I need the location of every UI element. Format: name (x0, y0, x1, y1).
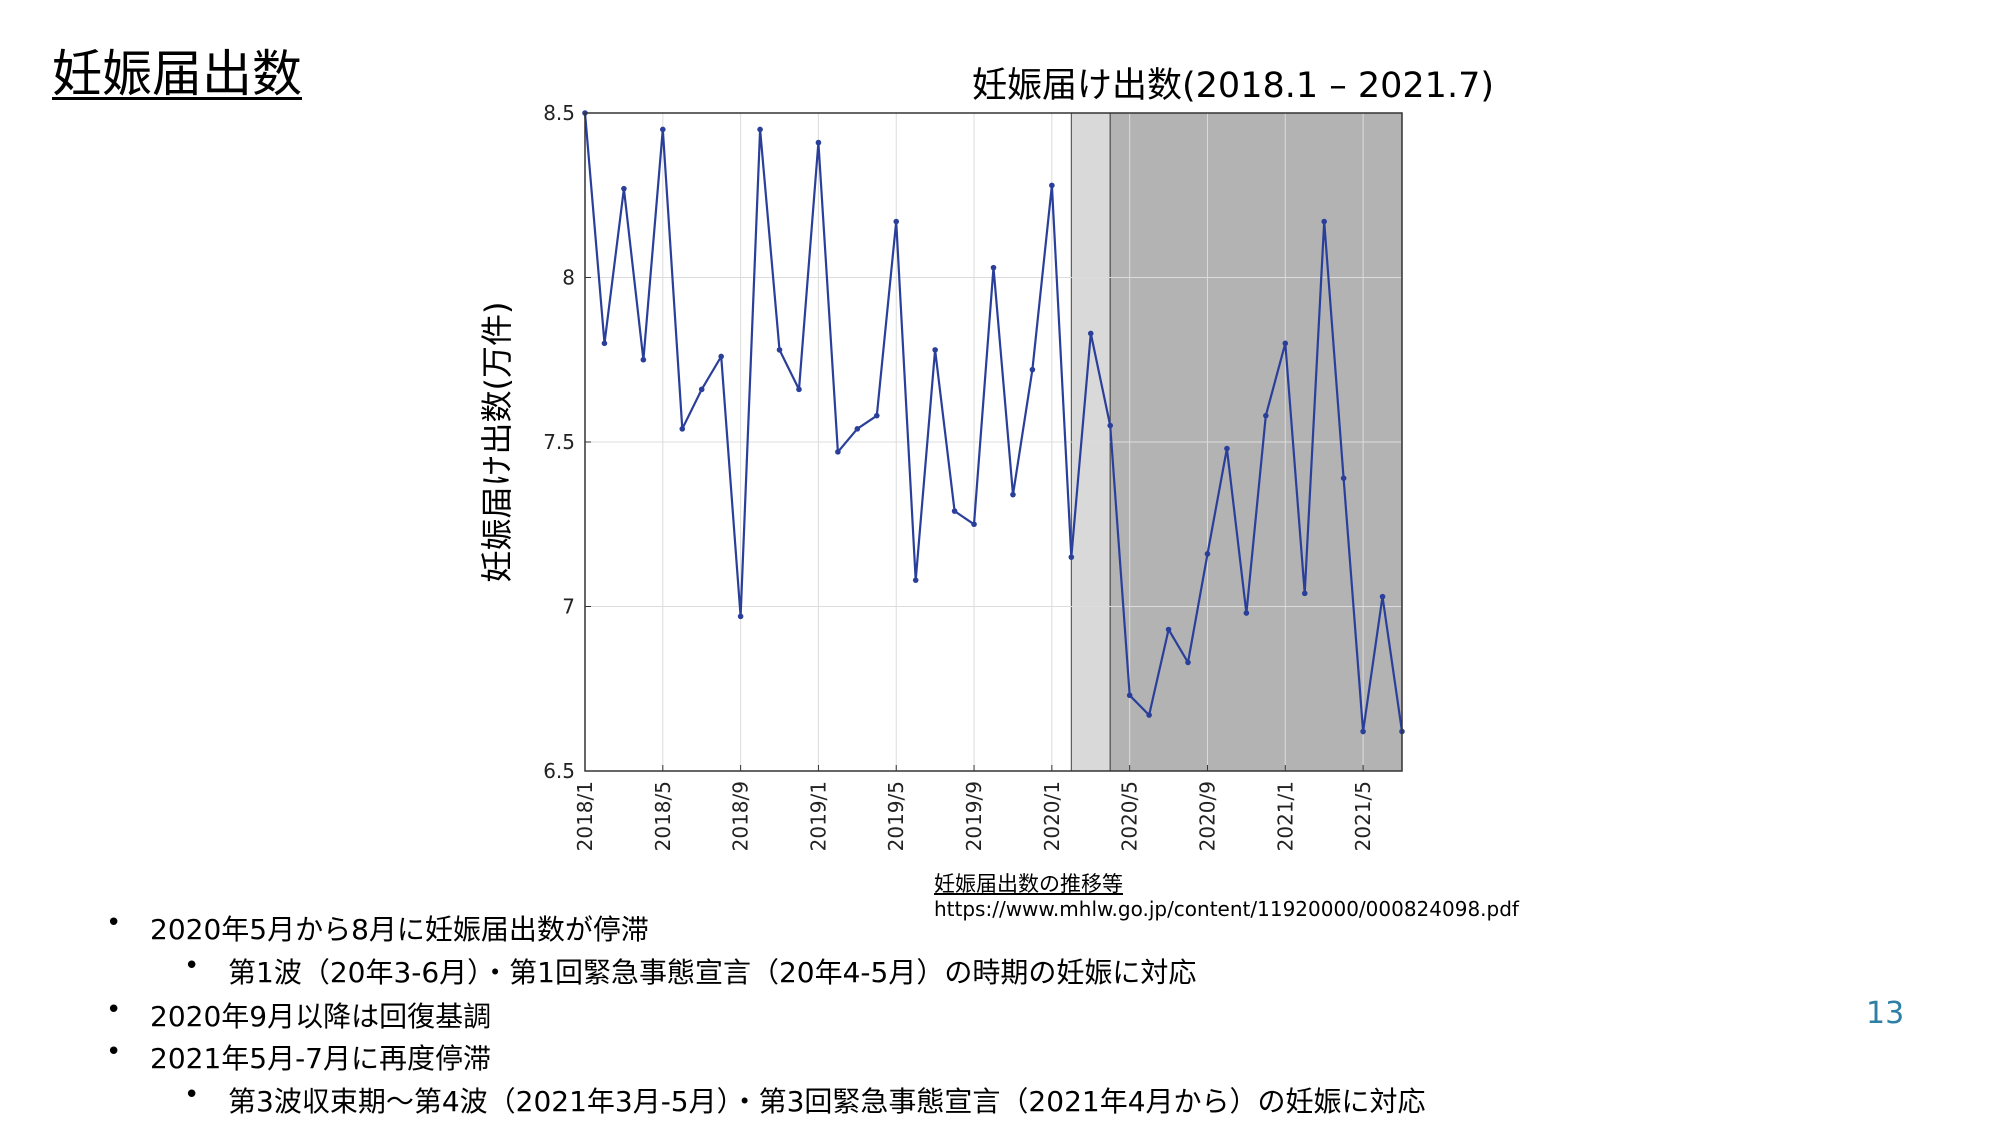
data-point (757, 126, 763, 133)
x-tick-label: 2020/9 (1195, 781, 1219, 851)
bullet-marker: • (106, 1037, 122, 1067)
data-point (1263, 412, 1269, 419)
data-point (1340, 475, 1347, 481)
source-title: 妊娠届出数の推移等 (934, 872, 1123, 896)
data-point (1029, 366, 1036, 373)
data-point (971, 521, 977, 528)
x-tick-label: 2019/5 (884, 781, 908, 851)
data-point (815, 139, 822, 146)
chart-title: 妊娠届け出数(2018.1 – 2021.7) (972, 66, 1494, 106)
data-point (1087, 330, 1094, 337)
data-point (1282, 340, 1289, 347)
y-tick-label: 6.5 (543, 759, 575, 783)
data-point (912, 577, 919, 583)
data-point (1010, 491, 1016, 498)
y-tick-label: 7 (562, 595, 575, 619)
data-point (835, 449, 841, 455)
data-point (1360, 728, 1366, 735)
data-point (1107, 422, 1114, 429)
bullet-item: 2020年5月から8月に妊娠届出数が停滞 (150, 913, 649, 946)
x-tick-label: 2020/1 (1040, 781, 1064, 851)
data-point (1204, 551, 1211, 557)
y-axis-label: 妊娠届け出数(万件) (478, 302, 516, 583)
data-point (1146, 712, 1152, 718)
data-point (932, 347, 938, 353)
data-point (854, 426, 861, 432)
y-tick-label: 7.5 (543, 430, 575, 454)
x-tick-label: 2019/1 (806, 781, 830, 851)
bullet-marker: • (184, 951, 200, 981)
data-point (990, 264, 997, 271)
data-point (776, 347, 783, 353)
bullet-item: 2020年9月以降は回復基調 (150, 1000, 492, 1033)
y-tick-label: 8.5 (543, 101, 575, 125)
x-tick-label: 2018/1 (573, 781, 597, 851)
data-point (1224, 445, 1230, 452)
data-point (621, 185, 627, 192)
data-point (951, 508, 958, 514)
x-tick-label: 2021/5 (1351, 781, 1375, 851)
x-tick-label: 2018/9 (729, 781, 753, 851)
data-point (698, 386, 705, 393)
x-tick-label: 2020/5 (1118, 781, 1142, 851)
data-point (1049, 182, 1055, 189)
bullet-item: 第1波（20年3-6月）・第1回緊急事態宣言（20年4-5月）の時期の妊娠に対応 (228, 956, 1197, 989)
bullet-marker: • (106, 908, 122, 938)
data-point (601, 340, 608, 347)
source-url[interactable]: https://www.mhlw.go.jp/content/11920000/… (934, 897, 1519, 921)
data-point (679, 426, 686, 432)
data-point (796, 386, 802, 393)
data-point (1185, 659, 1191, 666)
x-tick-label: 2018/5 (651, 781, 675, 851)
data-point (1126, 692, 1133, 699)
x-tick-label: 2019/9 (962, 781, 986, 851)
bullet-item: 第3波収束期〜第4波（2021年3月-5月）・第3回緊急事態宣言（2021年4月… (228, 1085, 1426, 1118)
data-point (1321, 218, 1327, 225)
data-point (1068, 554, 1075, 560)
data-point (1379, 593, 1386, 600)
page-number: 13 (1866, 996, 1905, 1031)
bullet-marker: • (184, 1080, 200, 1110)
page-title: 妊娠届出数 (52, 45, 302, 103)
data-point (893, 218, 900, 225)
data-point (1243, 610, 1250, 616)
bullet-item: 2021年5月-7月に再度停滞 (150, 1042, 491, 1075)
x-tick-label: 2021/1 (1273, 781, 1297, 851)
data-point (1165, 626, 1172, 633)
data-point (737, 613, 744, 620)
data-point (718, 353, 724, 360)
data-point (660, 126, 666, 133)
y-tick-label: 8 (562, 266, 575, 290)
bullet-marker: • (106, 995, 122, 1025)
data-point (1301, 590, 1308, 597)
data-point (640, 356, 647, 363)
data-point (873, 412, 880, 419)
